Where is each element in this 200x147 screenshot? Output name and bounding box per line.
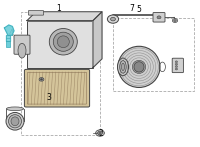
Ellipse shape (53, 32, 73, 51)
FancyBboxPatch shape (24, 69, 90, 107)
Circle shape (107, 15, 119, 23)
Polygon shape (4, 25, 14, 35)
Ellipse shape (132, 60, 146, 74)
Ellipse shape (6, 107, 24, 111)
Circle shape (98, 131, 102, 135)
FancyBboxPatch shape (14, 35, 30, 54)
Circle shape (175, 61, 178, 63)
Polygon shape (27, 12, 102, 21)
Ellipse shape (49, 29, 77, 55)
FancyBboxPatch shape (28, 11, 44, 15)
Ellipse shape (118, 58, 128, 76)
Bar (21, 12, 100, 135)
Polygon shape (6, 35, 10, 41)
Ellipse shape (57, 36, 69, 48)
Ellipse shape (122, 63, 124, 71)
Text: 7: 7 (130, 4, 134, 13)
FancyBboxPatch shape (27, 21, 93, 68)
Bar (113, 18, 194, 91)
Circle shape (111, 17, 115, 21)
FancyBboxPatch shape (6, 41, 10, 47)
Circle shape (175, 68, 178, 70)
Circle shape (157, 16, 161, 19)
Ellipse shape (8, 115, 22, 128)
Ellipse shape (18, 43, 26, 58)
Circle shape (175, 66, 178, 67)
Ellipse shape (6, 112, 24, 130)
Text: 1: 1 (57, 4, 61, 13)
Circle shape (96, 130, 104, 136)
Ellipse shape (120, 61, 126, 73)
Text: 5: 5 (137, 5, 141, 14)
Text: 4: 4 (9, 29, 13, 38)
Text: 6: 6 (13, 120, 17, 129)
Polygon shape (93, 12, 102, 68)
Text: 3: 3 (47, 93, 51, 102)
Circle shape (39, 78, 44, 81)
Ellipse shape (134, 62, 144, 72)
FancyBboxPatch shape (172, 58, 183, 73)
Circle shape (172, 19, 178, 22)
Circle shape (175, 63, 178, 65)
Circle shape (174, 20, 176, 21)
FancyBboxPatch shape (153, 12, 165, 22)
Circle shape (40, 79, 42, 80)
Text: 2: 2 (99, 128, 103, 138)
Ellipse shape (11, 117, 19, 126)
Ellipse shape (118, 46, 160, 87)
